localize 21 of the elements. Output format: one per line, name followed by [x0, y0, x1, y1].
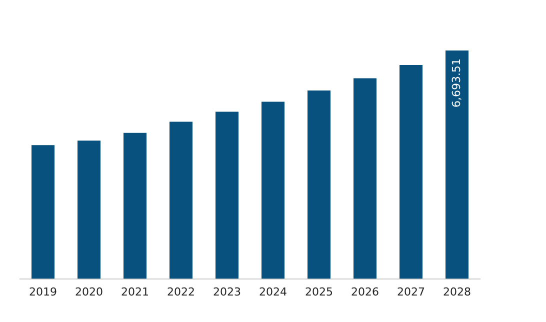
x-tick-label: 2028 — [443, 285, 471, 298]
bar — [78, 140, 100, 279]
bar — [400, 64, 422, 279]
x-tick-label: 2024 — [259, 285, 287, 298]
bar — [32, 145, 54, 279]
bar — [308, 90, 330, 279]
bar — [216, 112, 238, 279]
x-tick-label: 2020 — [75, 285, 103, 298]
bar — [262, 102, 284, 279]
bar — [170, 122, 192, 279]
x-tick-label: 2019 — [29, 285, 57, 298]
bar — [354, 78, 376, 279]
x-tick-label: 2022 — [167, 285, 195, 298]
bar — [124, 132, 146, 279]
x-tick-label: 2023 — [213, 285, 241, 298]
x-tick-label: 2026 — [351, 285, 379, 298]
x-tick-label: 2025 — [305, 285, 333, 298]
bar — [446, 50, 468, 279]
x-tick-label: 2021 — [121, 285, 149, 298]
data-label: 6,693.51 — [450, 58, 463, 108]
x-tick-label: 2027 — [397, 285, 425, 298]
